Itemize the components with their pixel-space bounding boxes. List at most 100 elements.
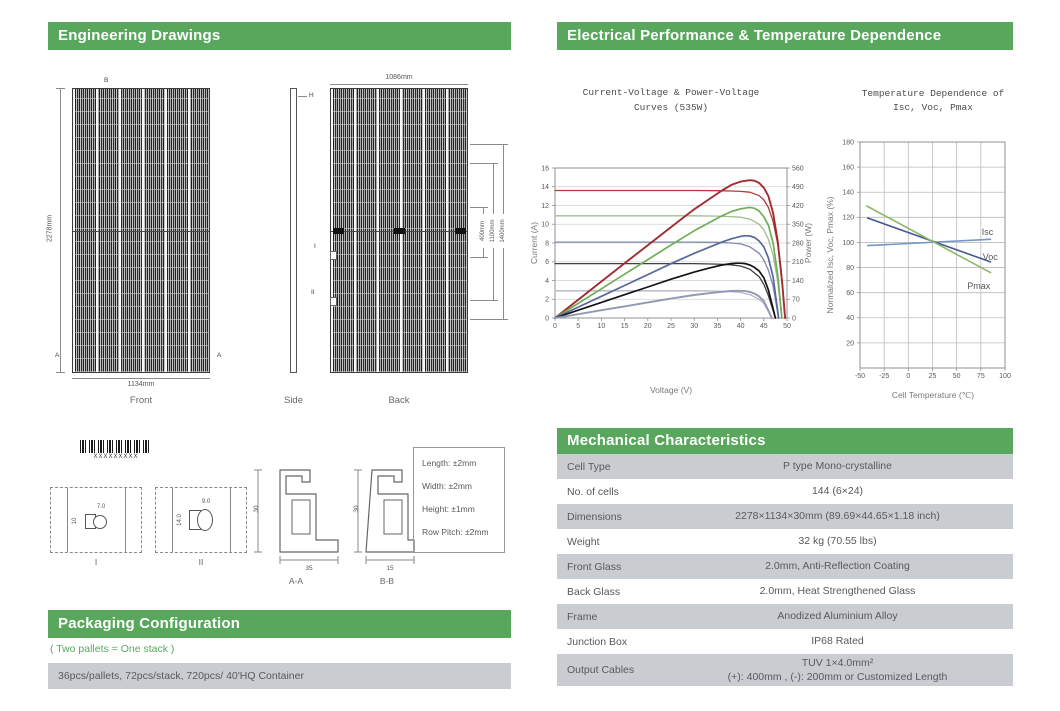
svg-text:45: 45 <box>760 323 768 330</box>
barcode-text: XXXXXXXXX <box>93 454 139 460</box>
svg-text:0: 0 <box>553 323 557 330</box>
svg-text:40: 40 <box>737 323 745 330</box>
table-row: Junction Box IP68 Rated <box>557 629 1013 654</box>
ext-line <box>470 319 508 320</box>
row-value: P type Mono-crystalline <box>783 460 892 473</box>
table-row: No. of cells 144 (6×24) <box>557 479 1013 504</box>
svg-text:Normalized Isc, Voc, Pmax (%): Normalized Isc, Voc, Pmax (%) <box>825 196 835 313</box>
svg-text:-50: -50 <box>855 373 865 380</box>
svg-text:140: 140 <box>842 190 854 197</box>
row-label: Front Glass <box>567 560 622 573</box>
svg-text:180: 180 <box>842 139 854 146</box>
svg-text:8: 8 <box>545 240 549 247</box>
svg-text:50: 50 <box>783 323 791 330</box>
section-title: Engineering Drawings <box>58 27 221 44</box>
section-title: Packaging Configuration <box>58 615 241 632</box>
svg-text:2: 2 <box>545 297 549 304</box>
svg-text:40: 40 <box>846 315 854 322</box>
svg-text:14: 14 <box>541 184 549 191</box>
mounting-hole-1 <box>330 251 337 260</box>
svg-text:25: 25 <box>667 323 675 330</box>
tolerance-height: Height: ±1mm <box>422 504 475 514</box>
svg-text:120: 120 <box>842 215 854 222</box>
hole-oval <box>197 509 213 531</box>
aa-width-dim: 35 <box>305 565 313 572</box>
front-width-dim: 1134mm <box>127 381 155 388</box>
svg-text:Isc: Isc <box>982 227 994 237</box>
dim-line-front-width <box>72 378 210 379</box>
svg-text:0: 0 <box>545 315 549 322</box>
table-row: Back Glass 2.0mm, Heat Strengthened Glass <box>557 579 1013 604</box>
row-value: 2.0mm, Anti-Reflection Coating <box>765 560 910 573</box>
svg-text:75: 75 <box>977 373 985 380</box>
svg-text:420: 420 <box>792 203 804 210</box>
svg-text:35: 35 <box>714 323 722 330</box>
svg-text:30: 30 <box>690 323 698 330</box>
svg-text:0: 0 <box>792 315 796 322</box>
row-value: 2278×1134×30mm (89.69×44.65×1.18 inch) <box>735 510 940 523</box>
detail-ii-width-dim: 9.0 <box>201 499 211 505</box>
section-header-engineering: Engineering Drawings <box>48 22 511 50</box>
detail-i-width-dim: 7.0 <box>96 504 106 510</box>
svg-text:20: 20 <box>644 323 652 330</box>
row-value: 144 (6×24) <box>811 485 864 498</box>
side-marker-h: H <box>309 92 314 99</box>
side-view-label: Side <box>283 395 303 406</box>
row-value: IP68 Rated <box>811 635 864 648</box>
front-view-label: Front <box>129 395 153 406</box>
svg-text:140: 140 <box>792 278 804 285</box>
section-title: Electrical Performance & Temperature Dep… <box>567 27 942 44</box>
section-title: Mechanical Characteristics <box>567 432 766 449</box>
svg-text:80: 80 <box>846 265 854 272</box>
bb-height-dim: 30 <box>353 505 360 513</box>
svg-text:Voc: Voc <box>983 252 999 262</box>
back-marker-2: II <box>311 289 315 296</box>
barcode <box>80 440 152 453</box>
packaging-row: 36pcs/pallets, 72pcs/stack, 720pcs/ 40'H… <box>48 663 511 689</box>
front-height-dim: 2278mm <box>46 214 54 243</box>
back-marker-1: I <box>314 243 316 250</box>
ext-line <box>470 144 508 145</box>
svg-text:16: 16 <box>541 165 549 172</box>
svg-text:Cell Temperature (℃): Cell Temperature (℃) <box>892 390 974 400</box>
table-row: Output Cables TUV 1×4.0mm² (+): 400mm , (-… <box>557 654 1013 687</box>
tolerance-rowpitch: Row Pitch: ±2mm <box>422 527 489 537</box>
svg-text:350: 350 <box>792 222 804 229</box>
tolerance-width: Width: ±2mm <box>422 481 473 491</box>
panel-midline <box>73 231 209 232</box>
row-label: Weight <box>567 535 600 548</box>
svg-text:10: 10 <box>598 323 606 330</box>
svg-text:210: 210 <box>792 259 804 266</box>
front-marker-a-right: A <box>217 352 222 359</box>
hole-circle <box>93 515 107 529</box>
svg-text:50: 50 <box>953 373 961 380</box>
section-header-mechanical: Mechanical Characteristics <box>557 428 1013 454</box>
table-row: Dimensions 2278×1134×30mm (89.69×44.65×1.… <box>557 504 1013 529</box>
svg-text:-25: -25 <box>879 373 889 380</box>
bb-width-dim: 15 <box>386 565 394 572</box>
junction-box-center <box>394 228 405 234</box>
aa-chamber <box>291 499 311 535</box>
svg-text:Current (A): Current (A) <box>529 222 539 264</box>
tolerance-box: Length: ±2mm Width: ±2mm Height: ±1mm Ro… <box>413 447 505 553</box>
row-label: Frame <box>567 610 598 623</box>
svg-text:6: 6 <box>545 259 549 266</box>
svg-text:560: 560 <box>792 165 804 172</box>
svg-text:20: 20 <box>846 340 854 347</box>
front-marker-a-left: A <box>55 352 60 359</box>
svg-text:4: 4 <box>545 278 549 285</box>
svg-text:160: 160 <box>842 165 854 172</box>
detail-ii-drawing: 9.0 14.0 <box>155 487 247 553</box>
frame-edge-line <box>125 488 126 552</box>
back-width-dim: 1086mm <box>385 74 413 81</box>
frame-edge-line <box>67 488 68 552</box>
ext-line <box>470 163 498 164</box>
row-label: Dimensions <box>567 510 622 523</box>
svg-text:490: 490 <box>792 184 804 191</box>
side-view-drawing <box>290 88 297 373</box>
front-marker-b: B <box>104 77 109 84</box>
mechanical-table: Cell Type P type Mono-crystalline No. of c… <box>557 454 1013 687</box>
front-view-drawing <box>72 88 210 373</box>
svg-text:15: 15 <box>621 323 629 330</box>
row-value: Anodized Aluminium Alloy <box>777 610 898 623</box>
